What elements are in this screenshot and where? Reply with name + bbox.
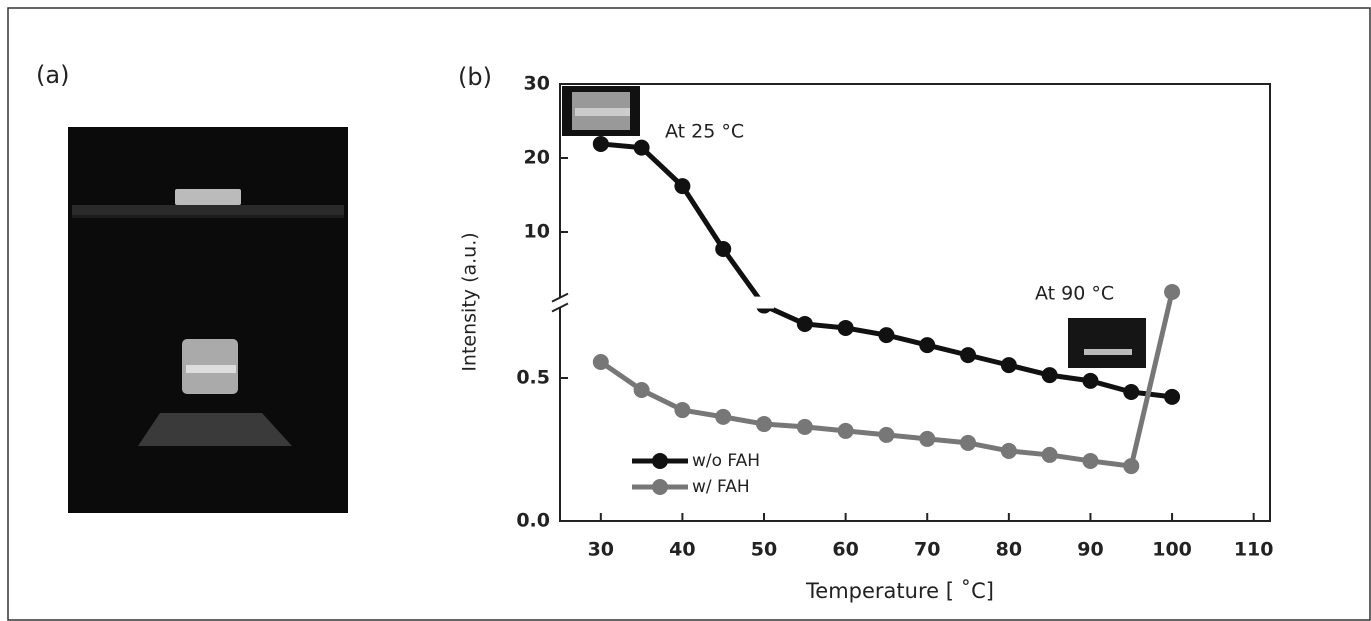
annotation: At 25 °C xyxy=(665,121,744,143)
data-point xyxy=(1041,367,1058,384)
panel-label: (b) xyxy=(458,63,492,91)
y-tick-label: 20 xyxy=(524,147,550,169)
data-point xyxy=(674,402,691,419)
data-point xyxy=(1041,446,1058,463)
x-tick-label: 100 xyxy=(1152,539,1192,561)
x-tick-label: 70 xyxy=(914,539,940,561)
data-point xyxy=(919,430,936,447)
data-point xyxy=(715,241,732,258)
x-tick-label: 40 xyxy=(669,539,695,561)
photo xyxy=(68,127,348,513)
data-point xyxy=(1000,442,1017,459)
legend-marker xyxy=(652,479,668,495)
data-point xyxy=(1164,283,1181,300)
axis-break xyxy=(551,302,569,313)
data-point xyxy=(878,426,895,443)
frame xyxy=(7,7,1371,621)
data-point xyxy=(796,315,813,332)
inset-image xyxy=(1068,318,1146,368)
data-point xyxy=(1000,357,1017,374)
y-tick-label: 30 xyxy=(524,73,550,95)
annotation: At 90 °C xyxy=(1035,283,1114,305)
x-tick-label: 30 xyxy=(588,539,614,561)
data-point xyxy=(837,319,854,336)
x-tick-label: 110 xyxy=(1234,539,1274,561)
data-point xyxy=(674,178,691,195)
data-point xyxy=(633,382,650,399)
inset-image xyxy=(562,86,640,136)
data-point xyxy=(960,347,977,364)
data-point xyxy=(1123,458,1140,475)
data-point xyxy=(919,337,936,354)
data-point xyxy=(1082,372,1099,389)
data-point xyxy=(756,416,773,433)
x-tick-label: 60 xyxy=(832,539,858,561)
data-point xyxy=(878,327,895,344)
data-point xyxy=(633,139,650,156)
data-point xyxy=(1082,452,1099,469)
data-point xyxy=(796,418,813,435)
y-tick-label: 0.0 xyxy=(516,510,550,532)
data-point xyxy=(837,422,854,439)
axis-break xyxy=(551,292,569,303)
axis-break xyxy=(552,297,568,308)
legend-label: w/o FAH xyxy=(692,451,760,471)
data-point xyxy=(592,135,609,152)
y-axis-label: Intensity (a.u.) xyxy=(459,232,481,371)
panel-label: (a) xyxy=(36,61,69,89)
x-tick-label: 90 xyxy=(1077,539,1103,561)
data-point xyxy=(715,408,732,425)
break-gap xyxy=(754,296,775,309)
plot-area xyxy=(559,83,1271,522)
data-point xyxy=(960,434,977,451)
x-axis-label: Temperature [ ˚C] xyxy=(805,579,994,603)
data-point xyxy=(592,353,609,370)
data-point xyxy=(1123,384,1140,401)
y-tick-label: 0.5 xyxy=(516,367,550,389)
legend-label: w/ FAH xyxy=(692,477,750,497)
x-tick-label: 80 xyxy=(996,539,1022,561)
legend-marker xyxy=(652,453,668,469)
data-point xyxy=(1164,388,1181,405)
y-tick-label: 10 xyxy=(524,221,550,243)
x-tick-label: 50 xyxy=(751,539,777,561)
